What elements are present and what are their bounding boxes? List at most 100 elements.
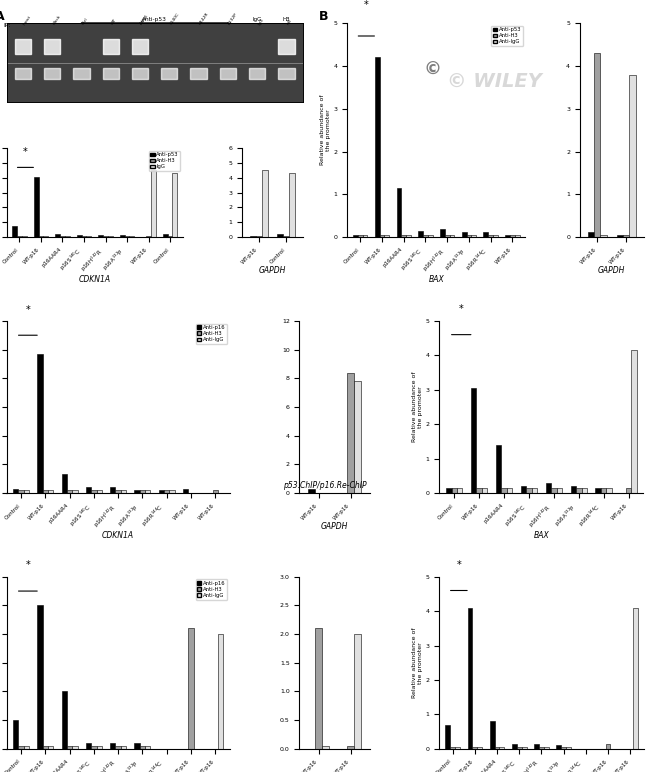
Bar [489,721,495,749]
Bar [159,490,164,493]
Bar [55,234,60,237]
Bar [626,488,631,493]
Legend: Anti-p53, Anti-H3, IgG: Anti-p53, Anti-H3, IgG [149,151,180,171]
Bar [220,68,236,80]
Bar [86,743,91,749]
Bar [423,235,428,237]
Legend: Anti-p16, Anti-H3, Anti-IgG: Anti-p16, Anti-H3, Anti-IgG [196,323,227,344]
Bar [526,488,532,493]
Bar [532,488,537,493]
Bar [44,39,60,53]
Bar [18,746,24,749]
Bar [606,743,610,749]
Bar [455,747,460,749]
Bar [98,235,103,237]
Bar [354,634,361,749]
Text: *: * [456,560,461,570]
Bar [467,608,473,749]
Bar [24,746,29,749]
Bar [556,488,562,493]
Bar [517,747,522,749]
Bar [18,490,24,493]
Text: *: * [459,304,463,314]
Text: Mock: Mock [52,15,62,25]
Bar [632,608,638,749]
Bar [97,746,102,749]
Bar [91,746,97,749]
Text: B: B [318,10,328,23]
Bar [384,235,389,237]
Bar [62,692,67,749]
Bar [170,490,175,493]
Bar [188,628,194,749]
Bar [467,235,471,237]
Text: *: * [25,560,31,571]
Text: *: * [23,147,28,157]
Bar [566,747,571,749]
Bar [24,490,29,493]
Bar [308,489,315,493]
Bar [249,68,265,80]
Bar [322,746,329,749]
Bar [315,628,322,749]
Bar [522,747,526,749]
Bar [161,68,177,80]
Bar [262,170,268,237]
Bar [121,746,126,749]
Bar [594,53,601,237]
Bar [145,746,150,749]
Bar [13,489,18,493]
Bar [595,488,601,493]
Bar [354,381,361,493]
Bar [110,487,116,493]
Bar [140,746,145,749]
Bar [77,235,82,237]
Bar [277,234,283,237]
Bar [452,488,457,493]
Bar [576,488,582,493]
Bar [445,235,450,237]
Bar [116,746,121,749]
Bar [120,235,125,237]
Bar [510,235,515,237]
Text: AAR4: AAR4 [140,14,150,25]
Bar [495,747,499,749]
Bar [62,474,67,493]
Legend: Anti-p16, Anti-H3, Anti-IgG: Anti-p16, Anti-H3, Anti-IgG [196,579,227,600]
Bar [163,234,168,237]
Bar [15,68,31,80]
Bar [539,747,544,749]
Bar [151,170,155,237]
Bar [278,39,294,53]
Bar [617,235,623,237]
Bar [103,68,119,80]
Text: A132P: A132P [228,12,239,25]
Bar [48,746,53,749]
Bar [545,482,551,493]
Bar [515,235,519,237]
Bar [97,490,102,493]
Bar [13,720,18,749]
Y-axis label: Relative abundance of
the promoter: Relative abundance of the promoter [412,371,423,442]
Bar [556,746,561,749]
Bar [347,373,354,493]
Bar [401,235,406,237]
Bar [12,226,17,237]
Bar [496,445,501,493]
Y-axis label: Relative abundance of
the promoter: Relative abundance of the promoter [412,628,423,698]
X-axis label: BAX: BAX [428,275,444,284]
Legend: Anti-p53, Anti-H3, Anti-IgG: Anti-p53, Anti-H3, Anti-IgG [491,25,523,46]
Text: H3: H3 [283,17,291,22]
Bar [67,746,72,749]
Bar [471,388,476,493]
Text: Ctrl: Ctrl [81,17,89,25]
Bar [606,488,612,493]
Bar [140,490,145,493]
Bar [132,39,148,53]
Bar [588,232,594,237]
X-axis label: BAX: BAX [534,531,549,540]
Text: IgG: IgG [257,18,265,25]
Bar [582,488,587,493]
Bar [457,488,463,493]
Bar [551,488,556,493]
